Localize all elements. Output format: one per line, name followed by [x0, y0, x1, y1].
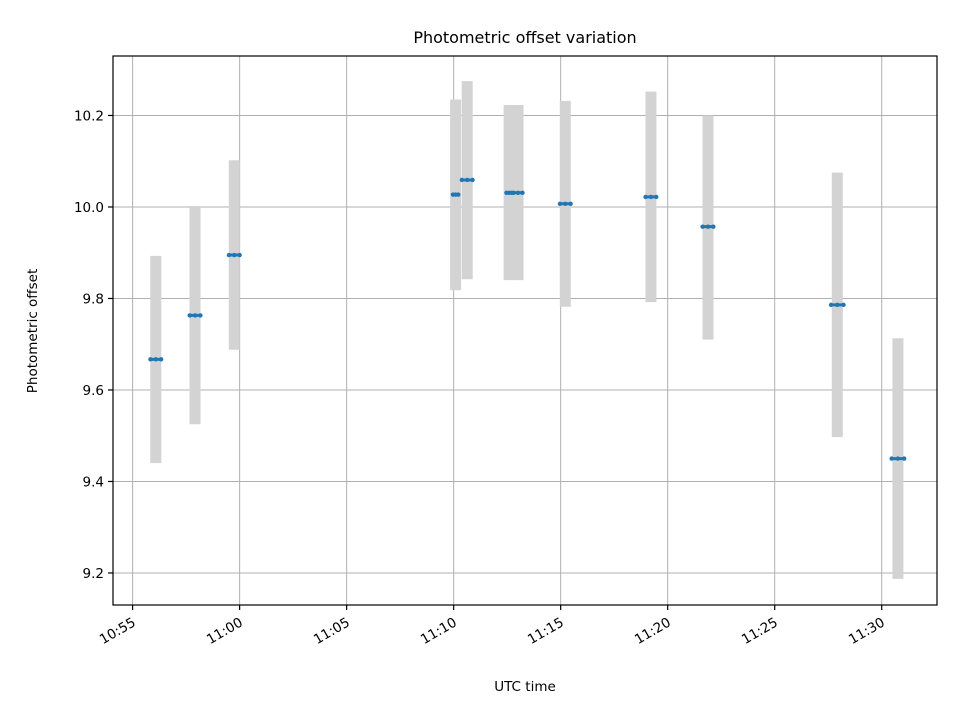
point-marker: [889, 456, 894, 461]
point-marker: [563, 201, 568, 206]
point-marker: [643, 194, 648, 200]
y-tick-label: 9.2: [83, 566, 104, 582]
point-marker: [835, 302, 840, 308]
point-marker: [520, 190, 525, 195]
point-marker: [148, 357, 153, 362]
series: [148, 81, 907, 579]
point-marker: [828, 302, 834, 308]
x-tick-label: 11:25: [739, 615, 781, 648]
point-marker: [901, 456, 907, 461]
point-marker: [198, 313, 203, 318]
point-marker: [654, 194, 659, 200]
y-tick-label: 10.0: [74, 200, 104, 216]
point-marker: [237, 252, 242, 258]
y-tick-label: 9.6: [83, 383, 104, 399]
point-marker: [226, 252, 232, 258]
y-tick-label: 9.8: [83, 291, 104, 307]
point-marker: [470, 177, 475, 183]
point-marker: [648, 194, 654, 200]
point-marker: [700, 224, 705, 229]
point-marker: [158, 357, 164, 362]
point-marker: [153, 357, 159, 362]
chart-title: Photometric offset variation: [413, 28, 636, 47]
point-marker: [557, 201, 563, 206]
point-marker: [711, 224, 716, 229]
x-tick-label: 11:15: [525, 615, 567, 648]
grid: [113, 56, 937, 605]
plot-frame: [112, 55, 938, 606]
x-tick-label: 11:00: [204, 615, 246, 648]
point-marker: [568, 201, 573, 206]
x-tick-label: 11:05: [311, 615, 353, 648]
point-marker: [187, 313, 192, 318]
point-marker: [465, 177, 470, 183]
point-marker: [511, 190, 516, 195]
point-marker: [232, 252, 237, 258]
x-tick-label: 11:20: [632, 615, 674, 648]
point-marker: [192, 313, 198, 318]
point-marker: [515, 190, 521, 195]
point-marker: [841, 302, 846, 308]
point-marker: [705, 224, 711, 229]
x-tick-label: 11:10: [418, 615, 460, 648]
point-marker: [459, 177, 465, 183]
y-tick-label: 9.4: [83, 474, 104, 490]
x-tick-label: 10:55: [97, 615, 139, 648]
x-axis-label: UTC time: [494, 679, 556, 695]
y-tick-label: 10.2: [74, 108, 104, 124]
point-marker: [895, 456, 901, 461]
x-tick-label: 11:30: [846, 615, 888, 648]
y-axis-label: Photometric offset: [25, 269, 41, 393]
point-marker: [456, 192, 461, 197]
